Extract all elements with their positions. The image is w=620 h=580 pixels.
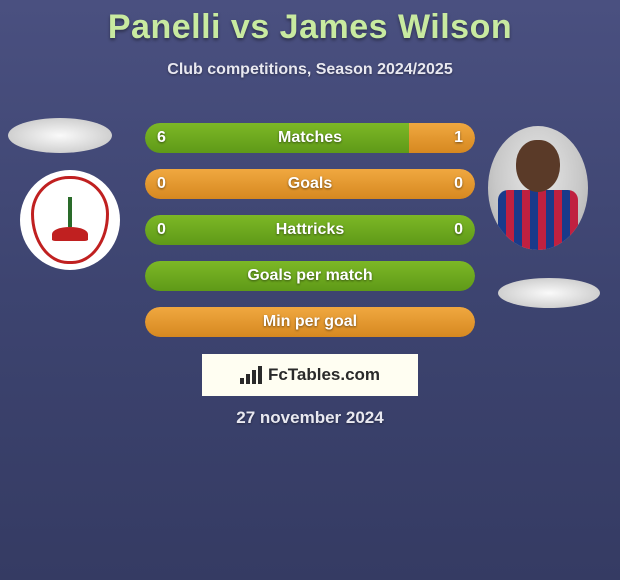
- player-left-placeholder: [8, 118, 112, 153]
- stat-bar: Min per goal: [145, 307, 475, 337]
- bar-label: Hattricks: [145, 221, 475, 239]
- bar-value-right: 1: [454, 129, 463, 147]
- bar-value-left: 0: [157, 221, 166, 239]
- brand-text: FcTables.com: [268, 365, 380, 385]
- bar-label: Goals per match: [145, 267, 475, 285]
- stat-bar: Hattricks0 0: [145, 215, 475, 245]
- page-title: Panelli vs James Wilson: [0, 0, 620, 47]
- brand-chart-icon: [240, 366, 262, 384]
- bar-value-left: 6: [157, 129, 166, 147]
- stat-bar: Matches6 1: [145, 123, 475, 153]
- stat-bar: Goals0 0: [145, 169, 475, 199]
- stat-bar: Goals per match: [145, 261, 475, 291]
- bar-label: Goals: [145, 175, 475, 193]
- bar-label: Matches: [145, 129, 475, 147]
- subtitle: Club competitions, Season 2024/2025: [0, 61, 620, 79]
- comparison-bars: Matches61Goals00Hattricks00Goals per mat…: [145, 123, 475, 353]
- club-left-badge: [20, 170, 120, 270]
- player-right-jersey-icon: [498, 190, 578, 250]
- club-right-placeholder: [498, 278, 600, 308]
- bar-value-right: 0: [454, 221, 463, 239]
- club-left-crest-icon: [31, 176, 109, 264]
- player-right-head-icon: [516, 140, 560, 192]
- bar-value-right: 0: [454, 175, 463, 193]
- bar-label: Min per goal: [145, 313, 475, 331]
- bar-value-left: 0: [157, 175, 166, 193]
- brand-box[interactable]: FcTables.com: [202, 354, 418, 396]
- player-right-photo: [488, 126, 588, 250]
- date-text: 27 november 2024: [0, 408, 620, 428]
